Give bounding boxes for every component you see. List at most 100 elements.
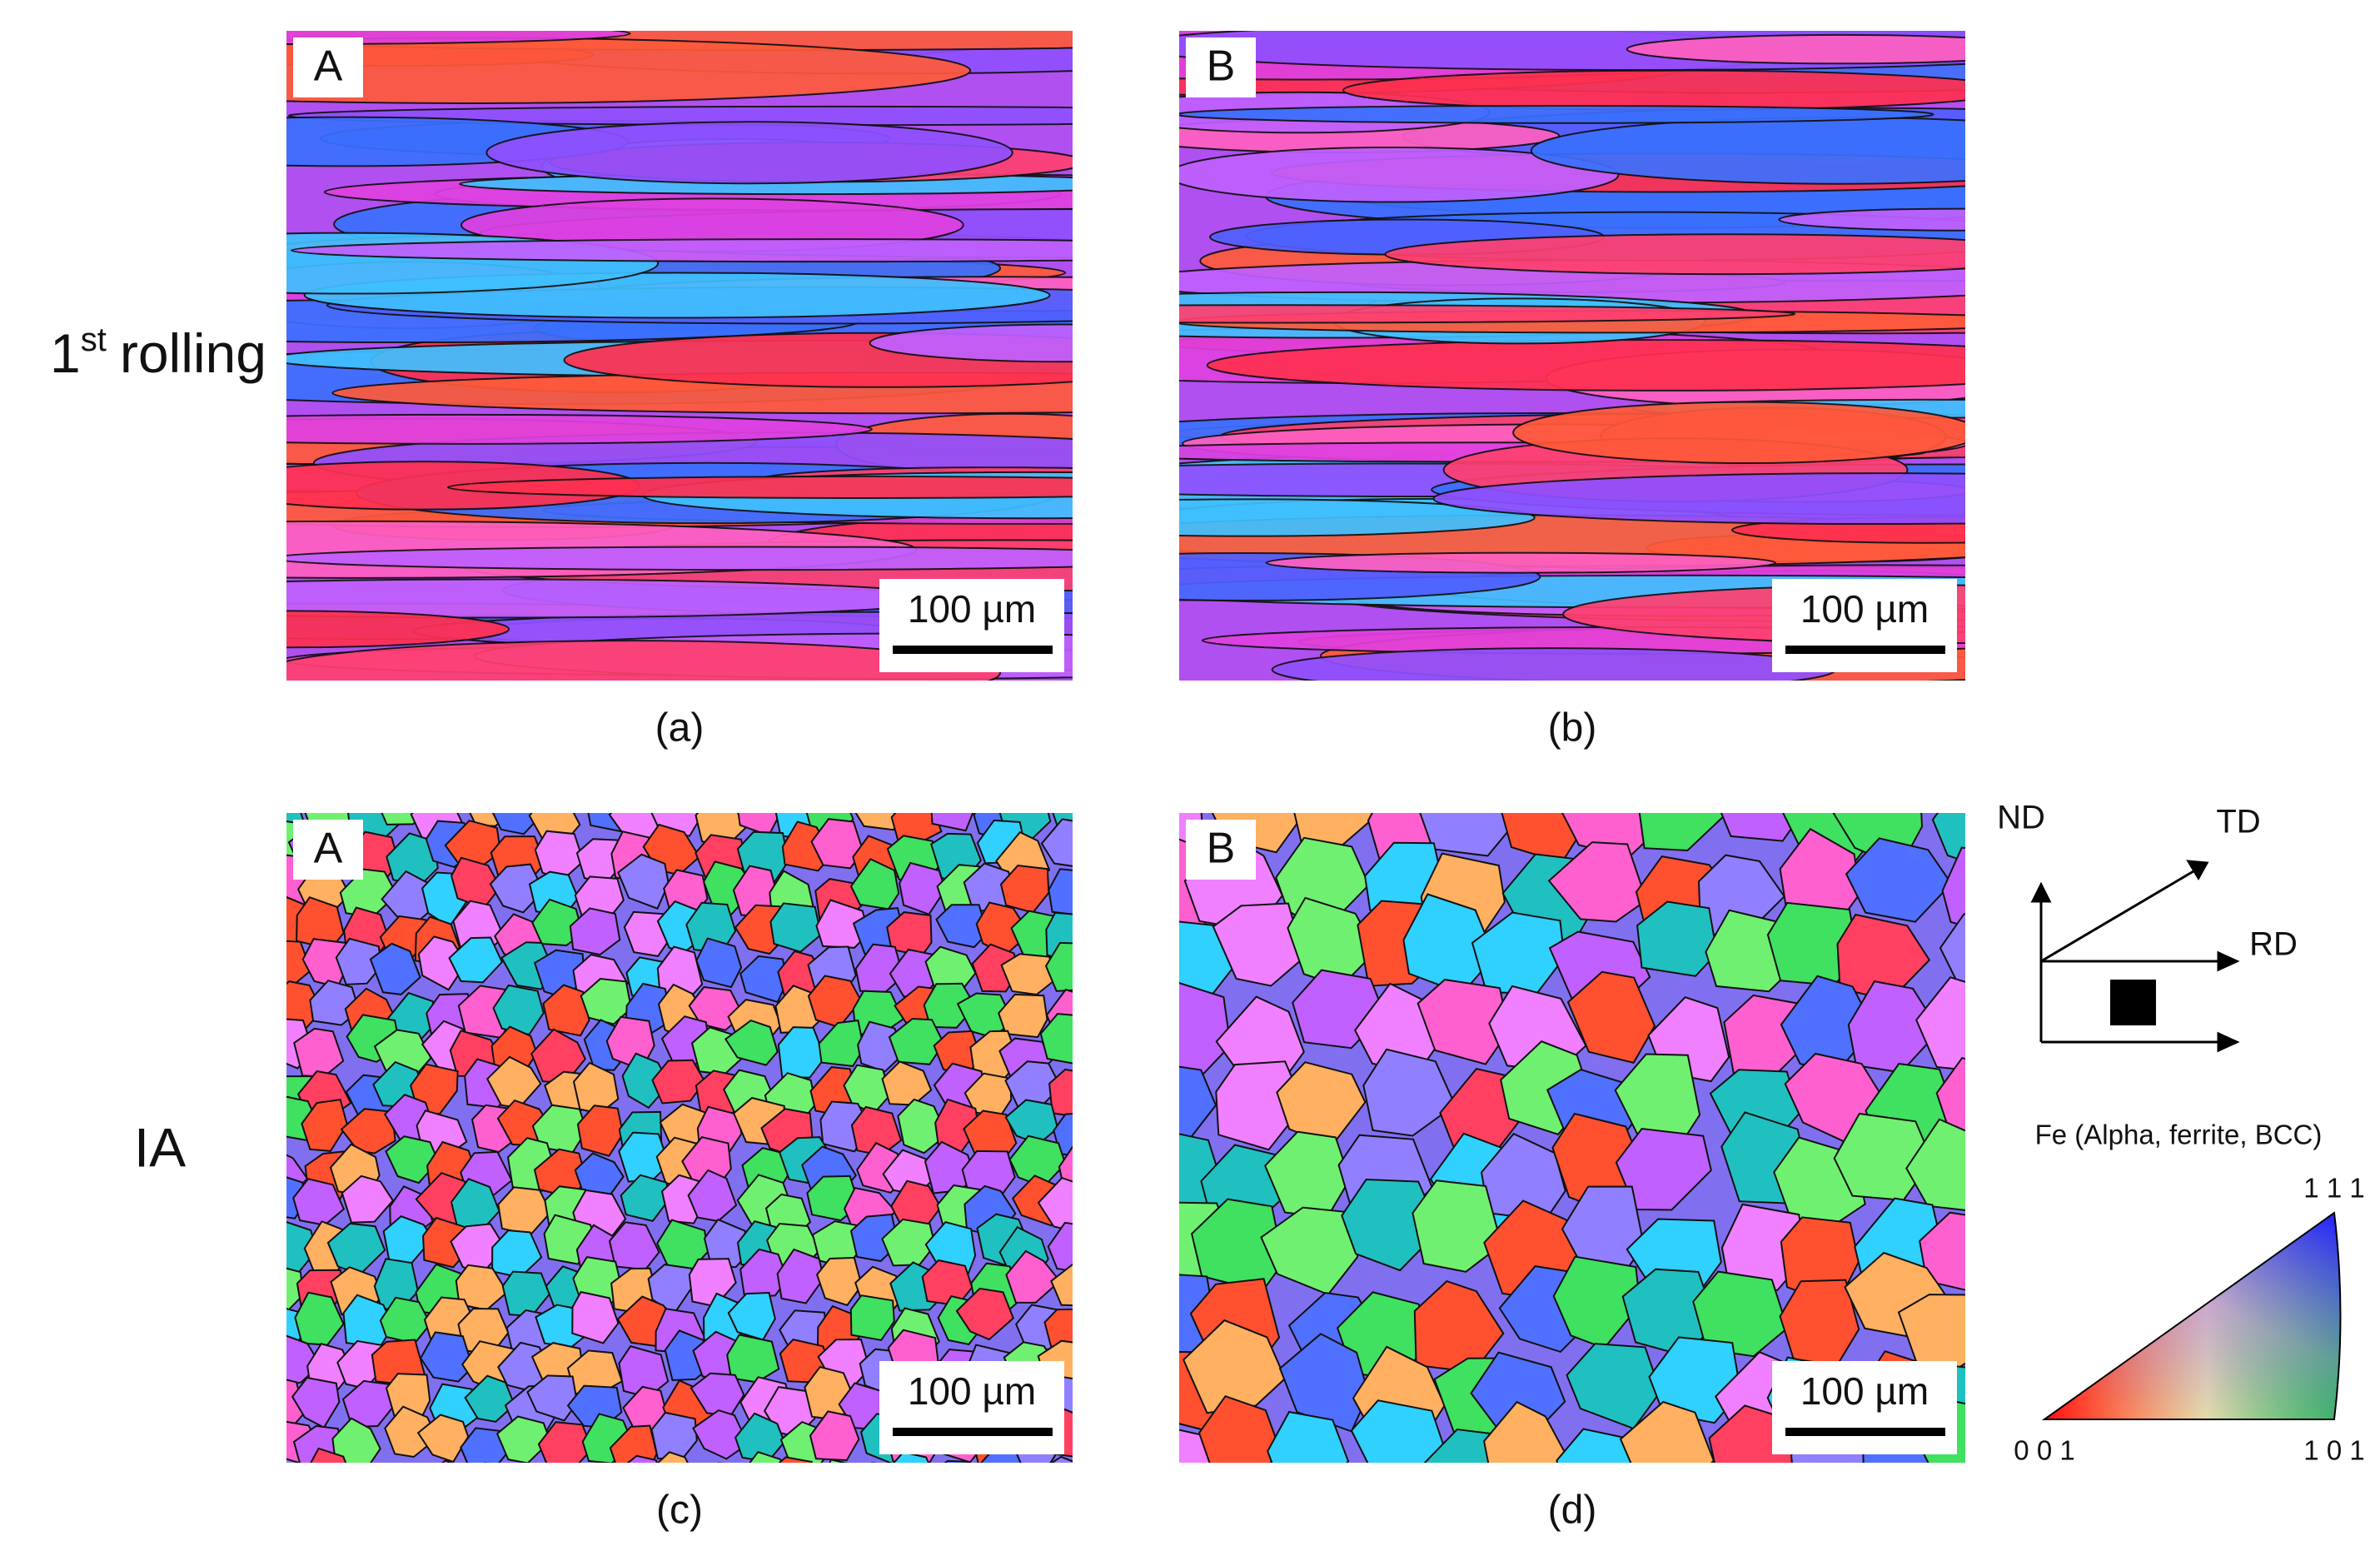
grain	[1179, 104, 1934, 124]
grain	[1931, 813, 1965, 863]
grain	[1692, 1270, 1789, 1358]
grain	[1050, 1263, 1073, 1307]
grain	[944, 1459, 968, 1463]
grain	[1530, 116, 1965, 185]
grain	[1005, 1249, 1062, 1304]
grain	[1271, 647, 1837, 681]
grain	[651, 1059, 706, 1105]
grain	[1415, 1500, 1513, 1546]
grain	[335, 937, 382, 985]
scale-text: 100 µm	[908, 587, 1036, 631]
row-label: IA	[134, 1116, 186, 1178]
grain	[769, 902, 822, 953]
grain	[1135, 1484, 1223, 1546]
grain	[1179, 146, 1620, 203]
grain	[778, 1456, 814, 1463]
grain	[369, 942, 421, 995]
grain	[341, 1379, 396, 1429]
grain	[829, 1459, 848, 1463]
grain	[1267, 1410, 1350, 1463]
grain	[1863, 1481, 1954, 1546]
grain	[1919, 1211, 1965, 1291]
grain	[1179, 304, 1795, 324]
grain	[495, 1415, 551, 1463]
grain	[1638, 813, 1725, 852]
panel-caption: (c)	[656, 1489, 703, 1533]
grain	[1265, 551, 1777, 574]
grain	[491, 813, 540, 835]
grain	[935, 904, 988, 949]
grain	[419, 1331, 474, 1383]
grain	[692, 1409, 749, 1460]
grain	[664, 1329, 710, 1382]
grain	[656, 1451, 689, 1463]
grain	[571, 1290, 620, 1344]
map-texture	[286, 31, 1073, 681]
grain	[1432, 472, 1965, 526]
grain	[724, 1019, 779, 1066]
grain	[341, 1174, 395, 1224]
grain	[1003, 1464, 1049, 1510]
grain	[1587, 1479, 1666, 1546]
ebsd-map: B 100 µm (b)	[1179, 31, 1965, 751]
grain	[286, 31, 631, 45]
grain	[1907, 1477, 2010, 1546]
corner-label: 1 0 1	[2303, 1435, 2364, 1466]
scale-bar	[1785, 646, 1945, 654]
scale-bar	[1785, 1428, 1945, 1436]
grain	[1355, 1500, 1440, 1546]
grain	[1037, 1176, 1073, 1232]
axis-label: ND	[1997, 800, 2045, 836]
grain	[1179, 498, 1536, 537]
corner-label: 1 1 1	[2303, 1173, 2364, 1204]
grain	[1384, 233, 1965, 276]
grain	[580, 1465, 635, 1508]
scale-bar	[893, 646, 1053, 654]
grain	[810, 818, 864, 870]
axes-diagram	[2030, 860, 2240, 1053]
grain	[286, 1458, 301, 1463]
grain	[1615, 1127, 1712, 1211]
grain	[1483, 1400, 1567, 1463]
grain	[333, 1469, 386, 1519]
grain	[809, 1410, 860, 1462]
grain	[899, 861, 947, 915]
grain	[1512, 401, 1965, 464]
grain	[1412, 1179, 1503, 1273]
grain	[485, 121, 1013, 185]
grain	[998, 993, 1048, 1039]
grain	[1626, 33, 1965, 65]
grain	[893, 1451, 930, 1463]
letter-box	[1186, 820, 1256, 880]
grain	[1044, 941, 1073, 992]
letter-box	[293, 37, 363, 97]
sample-square	[2110, 980, 2156, 1025]
grain	[1939, 913, 1965, 986]
grain	[576, 1105, 625, 1157]
grain	[489, 863, 545, 914]
grain	[1040, 818, 1073, 867]
grain	[542, 984, 590, 1037]
grain	[609, 1424, 658, 1463]
ebsd-map: B 100 µm (d)	[1135, 813, 2010, 1546]
letter-box	[293, 820, 363, 880]
grain	[717, 1462, 724, 1463]
grain	[526, 1374, 579, 1422]
grain	[286, 413, 873, 445]
grain	[483, 1462, 492, 1463]
grain	[617, 853, 670, 910]
grain	[1362, 1048, 1456, 1137]
grain	[955, 1287, 1014, 1341]
grain	[1720, 813, 1804, 842]
grain	[776, 1248, 825, 1304]
panel-caption: (b)	[1548, 706, 1597, 751]
legend-title: Fe (Alpha, ferrite, BCC)	[2035, 1120, 2323, 1150]
panel-letter: B	[1207, 825, 1236, 873]
grain	[1657, 1496, 1738, 1546]
panel-letter: A	[314, 42, 343, 91]
letter-box	[1186, 37, 1256, 97]
panel-letter: B	[1207, 42, 1236, 91]
row-label: 1st rolling	[50, 322, 266, 385]
grain	[310, 1447, 347, 1463]
axis-label: RD	[2249, 926, 2298, 963]
